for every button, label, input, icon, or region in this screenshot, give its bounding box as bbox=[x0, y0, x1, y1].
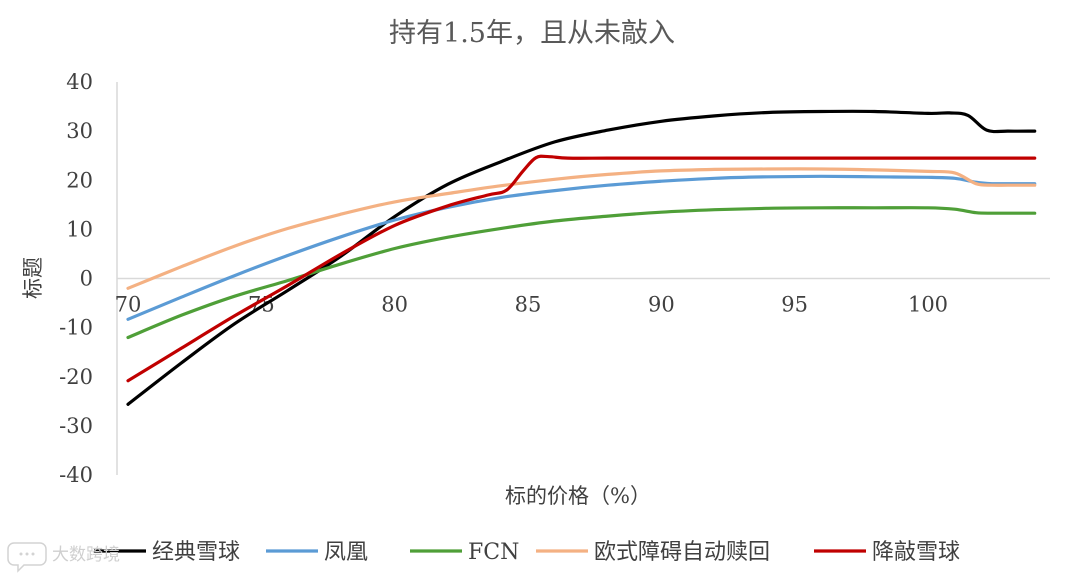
legend: 经典雪球 凤凰 FCN 欧式障碍自动赎回 降敲雪球 bbox=[94, 540, 960, 565]
y-tick-label: -30 bbox=[59, 414, 93, 438]
series-line-3 bbox=[126, 206, 1037, 340]
x-axis-ticks: 70 75 80 85 90 95 100 bbox=[115, 293, 948, 317]
y-tick-label: 0 bbox=[80, 267, 93, 291]
watermark-text: 大数跨境 bbox=[52, 545, 120, 565]
x-tick-label: 100 bbox=[908, 293, 948, 317]
series-line-5 bbox=[126, 154, 1037, 383]
chart-title: 持有1.5年，且从未敲入 bbox=[389, 18, 675, 49]
x-tick-label: 90 bbox=[648, 293, 675, 317]
x-tick-label: 85 bbox=[515, 293, 542, 317]
legend-item-4: 欧式障碍自动赎回 bbox=[536, 540, 770, 565]
y-tick-label: 30 bbox=[66, 119, 93, 143]
watermark: 大数跨境 bbox=[7, 542, 120, 573]
y-tick-label: -20 bbox=[59, 365, 93, 389]
series-line-4 bbox=[126, 167, 1037, 290]
x-tick-label: 80 bbox=[381, 293, 408, 317]
series-line-1 bbox=[126, 109, 1037, 406]
x-axis-label: 标的价格（%） bbox=[505, 484, 651, 508]
axes bbox=[116, 82, 1050, 475]
y-tick-label: -40 bbox=[59, 463, 93, 487]
y-axis-label: 标题 bbox=[21, 257, 45, 299]
y-tick-label: 40 bbox=[66, 70, 93, 94]
speech-bubble-icon bbox=[7, 542, 47, 573]
y-axis-ticks: 40 30 20 10 0 -10 -20 -30 -40 bbox=[59, 70, 93, 487]
y-tick-label: -10 bbox=[59, 316, 93, 340]
series-lines bbox=[126, 109, 1037, 406]
y-tick-label: 20 bbox=[66, 168, 93, 192]
legend-item-2: 凤凰 bbox=[266, 540, 368, 565]
legend-label: 经典雪球 bbox=[152, 540, 240, 565]
x-tick-label: 70 bbox=[115, 293, 142, 317]
legend-item-5: 降敲雪球 bbox=[814, 540, 960, 565]
legend-label: 欧式障碍自动赎回 bbox=[594, 540, 770, 565]
y-tick-label: 10 bbox=[66, 217, 93, 241]
legend-item-3: FCN bbox=[410, 540, 519, 565]
legend-label: FCN bbox=[468, 540, 519, 565]
legend-label: 凤凰 bbox=[324, 540, 368, 565]
legend-item-1: 经典雪球 bbox=[94, 540, 240, 565]
x-tick-label: 95 bbox=[781, 293, 808, 317]
legend-label: 降敲雪球 bbox=[872, 540, 960, 565]
